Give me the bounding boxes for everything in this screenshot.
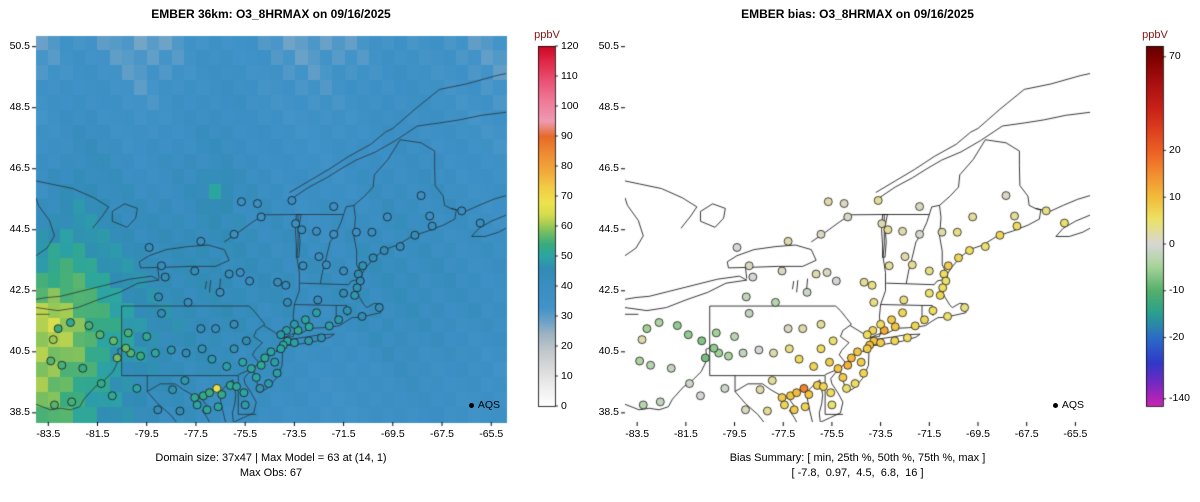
bias-colorbar-units-label: ppbV — [1142, 29, 1168, 41]
y-tick-label: 42.5 — [598, 284, 619, 297]
x-tick-label: -67.5 — [430, 428, 454, 440]
bias-caption-summary-header: Bias Summary: [ min, 25th %, 50th %, 75t… — [729, 452, 986, 464]
x-tick-label: -81.5 — [673, 428, 698, 440]
bias-aqs-legend: AQS — [980, 399, 1084, 411]
x-tick-label: -73.5 — [868, 428, 893, 440]
bias-colorbar-tick-label: -20 — [1169, 331, 1185, 344]
model-colorbar-tick-label: 10 — [561, 369, 573, 382]
bias-colorbar-tick-label: 0 — [1169, 237, 1175, 250]
bias-colorbar-tick-label: 70 — [1169, 50, 1181, 63]
y-tick-label: 42.5 — [9, 284, 30, 297]
model-panel-title: EMBER 36km: O3_8HRMAX on 09/16/2025 — [151, 7, 391, 21]
model-colorbar-tick-label: 70 — [561, 189, 573, 202]
model-colorbar-units-label: ppbV — [534, 29, 560, 41]
x-tick-label: -83.5 — [36, 428, 61, 440]
x-tick-label: -73.5 — [282, 428, 307, 440]
y-tick-label: 38.5 — [9, 406, 30, 419]
x-tick-label: -79.5 — [722, 428, 747, 440]
y-tick-label: 38.5 — [598, 406, 619, 419]
model-caption-domain: Domain size: 37x47 | Max Model = 63 at (… — [155, 452, 387, 464]
model-colorbar-tick-label: 90 — [561, 129, 573, 142]
model-colorbar-tick-label: 30 — [561, 309, 573, 322]
model-colorbar-tick-label: 110 — [561, 69, 578, 82]
bias-colorbar-tick-label: -140 — [1169, 392, 1191, 405]
aqs-legend-label: AQS — [1061, 399, 1084, 411]
x-tick-label: -69.5 — [380, 428, 405, 440]
bias-colorbar-tick-label: 20 — [1169, 143, 1181, 156]
x-tick-label: -69.5 — [966, 428, 990, 440]
aqs-legend-label: AQS — [477, 399, 500, 411]
aqs-dot-icon — [468, 402, 474, 408]
bias-panel-title: EMBER bias: O3_8HRMAX on 09/16/2025 — [741, 7, 974, 21]
model-colorbar-tick-label: 60 — [561, 219, 573, 232]
y-tick-label: 50.5 — [9, 40, 30, 53]
x-tick-label: -71.5 — [917, 428, 942, 440]
model-colorbar-tick-label: 120 — [561, 39, 579, 52]
y-tick-label: 46.5 — [598, 162, 619, 175]
y-tick-label: 44.5 — [9, 223, 30, 236]
y-tick-label: 40.5 — [598, 345, 619, 358]
y-tick-label: 48.5 — [9, 101, 30, 114]
x-tick-label: -75.5 — [233, 428, 258, 440]
model-colorbar-tick-label: 80 — [561, 159, 573, 172]
model-colorbar-tick-label: 50 — [561, 249, 573, 262]
y-tick-label: 46.5 — [9, 162, 30, 175]
x-tick-label: -65.5 — [1063, 428, 1088, 440]
model-caption-maxobs: Max Obs: 67 — [239, 467, 303, 479]
model-colorbar-tick-label: 20 — [561, 339, 573, 352]
model-colorbar-tick-label: 40 — [561, 279, 573, 292]
x-tick-label: -79.5 — [134, 428, 159, 440]
x-tick-label: -77.5 — [771, 428, 796, 440]
x-tick-label: -71.5 — [331, 428, 356, 440]
x-tick-label: -67.5 — [1014, 428, 1039, 440]
model-colorbar-tick-label: 100 — [561, 99, 579, 112]
y-tick-label: 40.5 — [9, 345, 30, 358]
x-tick-label: -65.5 — [479, 428, 504, 440]
bias-colorbar-tick-label: -10 — [1169, 284, 1185, 297]
x-tick-label: -81.5 — [85, 428, 110, 440]
y-tick-label: 48.5 — [598, 101, 619, 114]
x-tick-label: -83.5 — [625, 428, 650, 440]
y-tick-label: 50.5 — [598, 40, 619, 53]
bias-colorbar-tick-label: 10 — [1169, 190, 1181, 203]
bias-caption-summary-values: [ -7.8, 0.97, 4.5, 6.8, 16 ] — [791, 467, 924, 479]
aqs-dot-icon — [1052, 402, 1058, 408]
y-tick-label: 44.5 — [598, 223, 619, 236]
model-aqs-legend: AQS — [396, 399, 500, 411]
x-tick-label: -77.5 — [183, 428, 208, 440]
model-colorbar-tick-label: 0 — [561, 399, 567, 412]
x-tick-label: -75.5 — [819, 428, 844, 440]
